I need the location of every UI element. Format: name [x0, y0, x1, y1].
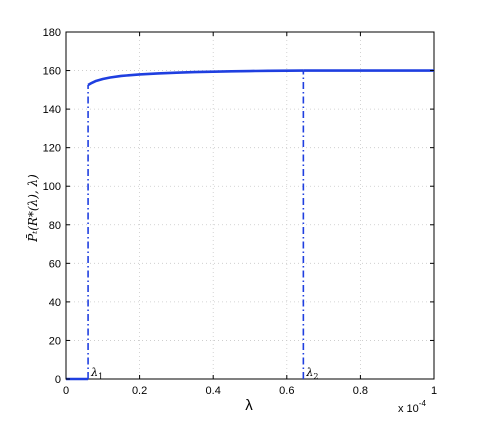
x-tick-label: 0 — [63, 385, 69, 397]
x-tick-label: 0.6 — [279, 385, 294, 397]
axes — [65, 31, 435, 380]
axes-box — [65, 31, 435, 380]
annotation-lambda-1: λ1 — [90, 366, 103, 381]
y-tick-label: 80 — [49, 220, 61, 232]
y-tick-label: 140 — [43, 104, 61, 116]
series-layer — [66, 69, 434, 381]
annotation-symbol: λ — [90, 366, 98, 379]
annotation-subscript: 1 — [98, 372, 103, 381]
y-tick-label: 20 — [49, 335, 61, 347]
y-tick-label: 60 — [49, 258, 61, 270]
y-tick-label: 0 — [55, 374, 61, 386]
x-axis-multiplier-base: x 10 — [398, 403, 419, 415]
annotation-subscript: 2 — [313, 372, 318, 381]
annotation-lambda-2: λ2 — [305, 366, 318, 381]
y-tick-label: 100 — [43, 181, 61, 193]
ticks: 0 0.2 0.4 0.6 0.8 1020406080100120140160180λ1… — [43, 27, 437, 397]
y-tick-label: 40 — [49, 297, 61, 309]
y-tick-label: 180 — [43, 27, 61, 39]
y-tick-label: 160 — [43, 66, 61, 78]
series-line-2 — [87, 69, 304, 87]
x-tick-label: 0.4 — [206, 385, 221, 397]
x-axis-multiplier-exponent: -4 — [419, 399, 427, 408]
x-tick-label: 0.2 — [132, 385, 147, 397]
y-axis-label: P̄ₜ(R*(λ), λ) — [25, 174, 40, 243]
y-tick-label: 120 — [43, 143, 61, 155]
x-tick-label: 1 — [431, 385, 437, 397]
annotation-symbol: λ — [305, 366, 313, 379]
x-tick-label: 0.8 — [353, 385, 368, 397]
x-axis-multiplier: x 10-4 — [398, 399, 426, 415]
x-axis-label: λ — [245, 397, 253, 414]
